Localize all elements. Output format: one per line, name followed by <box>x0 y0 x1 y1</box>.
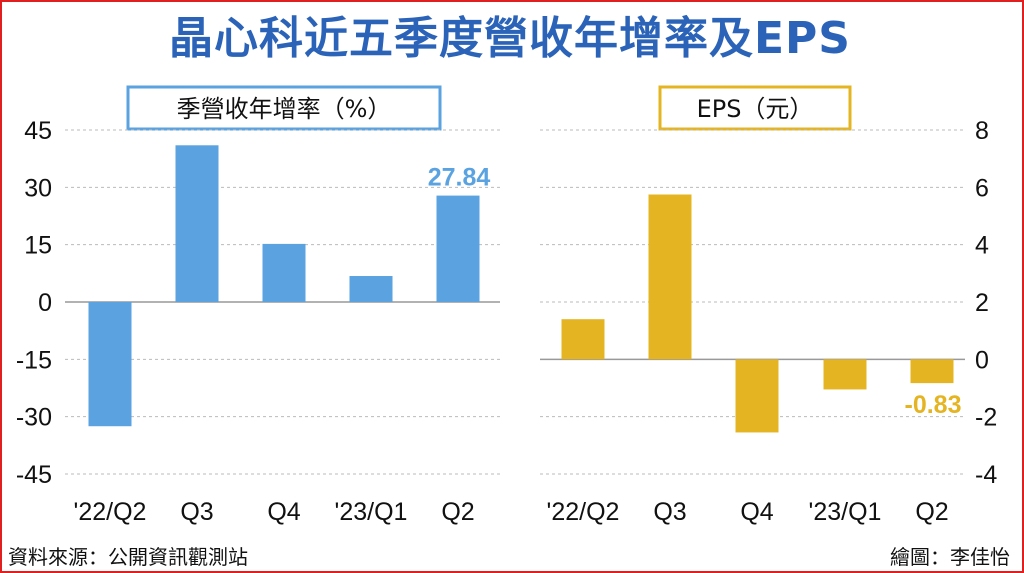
eps-y-tick-label: -4 <box>975 461 997 489</box>
rev-y-tick-label: 15 <box>24 232 52 260</box>
rev-bar <box>349 276 393 302</box>
rev-unit-label: 季營收年增率（%） <box>177 95 392 123</box>
eps-y-tick-label: 6 <box>975 174 989 202</box>
rev-bar <box>88 302 132 427</box>
eps-x-tick-label: Q3 <box>653 498 686 526</box>
rev-y-tick-label: -45 <box>16 461 52 489</box>
rev-y-tick-label: -30 <box>16 404 52 432</box>
rev-y-tick-label: 30 <box>24 174 52 202</box>
eps-y-tick-label: 8 <box>975 117 989 145</box>
rev-y-tick-label: 0 <box>38 289 52 317</box>
chart-title: 晶心科近五季度營收年增率及EPS <box>169 13 851 64</box>
eps-y-tick-label: 4 <box>975 232 989 260</box>
eps-data-label: -0.83 <box>905 391 962 419</box>
rev-y-tick-label: -15 <box>16 346 52 374</box>
eps-unit-box <box>658 85 852 131</box>
revenue-growth-chart: 季營收年增率（%） 45 30 15 0 -15 -30 -45 '22/Q2 Q3 Q4 '23/Q… <box>16 85 500 526</box>
rev-x-tick-label: '22/Q2 <box>74 498 147 526</box>
rev-x-tick-label: Q3 <box>180 498 213 526</box>
eps-bar <box>561 319 605 360</box>
credit-note: 繪圖：李佳怡 <box>890 545 1010 569</box>
eps-unit-label: EPS（元） <box>697 95 814 123</box>
rev-unit-box <box>126 85 442 131</box>
source-note: 資料來源：公開資訊觀測站 <box>8 545 248 569</box>
rev-bar <box>175 145 219 302</box>
eps-bar <box>823 359 867 390</box>
eps-chart: EPS（元） 8 6 4 2 0 -2 -4 '22/Q2 Q3 Q4 '23/Q1 Q2 -0.83 <box>540 85 997 526</box>
eps-x-tick-label: Q2 <box>915 498 948 526</box>
eps-x-tick-label: '22/Q2 <box>547 498 620 526</box>
eps-bar <box>735 359 779 433</box>
eps-x-tick-label: '23/Q1 <box>809 498 882 526</box>
rev-data-label: 27.84 <box>428 164 491 192</box>
eps-bar <box>910 359 954 384</box>
rev-bar <box>436 195 480 302</box>
rev-bar <box>262 243 306 302</box>
rev-x-tick-label: Q2 <box>441 498 474 526</box>
eps-y-tick-label: 2 <box>975 289 989 317</box>
eps-bar <box>648 194 692 360</box>
eps-x-tick-label: Q4 <box>740 498 773 526</box>
rev-x-tick-label: Q4 <box>267 498 300 526</box>
eps-y-tick-label: -2 <box>975 404 997 432</box>
rev-y-tick-label: 45 <box>24 117 52 145</box>
rev-x-tick-label: '23/Q1 <box>335 498 408 526</box>
eps-y-tick-label: 0 <box>975 346 989 374</box>
